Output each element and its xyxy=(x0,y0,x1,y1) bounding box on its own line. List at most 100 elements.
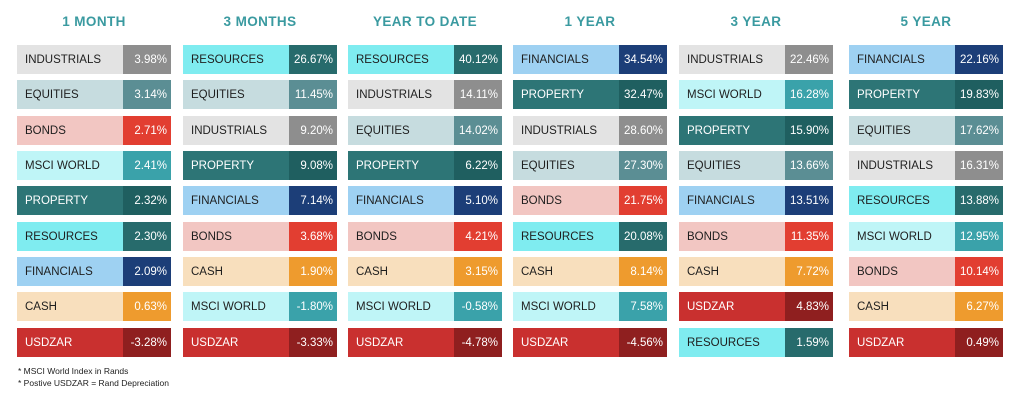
asset-row: USDZAR -4.78% xyxy=(348,328,502,357)
asset-row: PROPERTY 32.47% xyxy=(513,80,667,109)
asset-label: MSCI WORLD xyxy=(513,292,619,321)
asset-row: USDZAR -3.33% xyxy=(183,328,337,357)
asset-label: FINANCIALS xyxy=(849,45,955,74)
asset-return: 4.21% xyxy=(454,222,502,251)
asset-return: 11.45% xyxy=(289,80,337,109)
asset-label: EQUITIES xyxy=(849,116,955,145)
asset-row: INDUSTRIALS 14.11% xyxy=(348,80,502,109)
column-header: 1 MONTH xyxy=(62,14,126,29)
asset-row: RESOURCES 20.08% xyxy=(513,222,667,251)
asset-return: 9.08% xyxy=(289,151,337,180)
asset-label: INDUSTRIALS xyxy=(348,80,454,109)
asset-label: RESOURCES xyxy=(348,45,454,74)
asset-row: BONDS 2.71% xyxy=(17,116,171,145)
asset-label: RESOURCES xyxy=(183,45,289,74)
asset-return: 3.98% xyxy=(123,45,171,74)
asset-row: EQUITIES 13.66% xyxy=(679,151,833,180)
asset-label: FINANCIALS xyxy=(348,186,454,215)
asset-return: 7.14% xyxy=(289,186,337,215)
asset-return: 16.31% xyxy=(955,151,1003,180)
asset-return: -3.33% xyxy=(289,328,337,357)
asset-label: BONDS xyxy=(849,257,955,286)
asset-row: PROPERTY 9.08% xyxy=(183,151,337,180)
asset-return: 14.11% xyxy=(454,80,502,109)
asset-row: USDZAR 4.83% xyxy=(679,292,833,321)
asset-return: 19.83% xyxy=(955,80,1003,109)
footnotes: * MSCI World Index in Rands * Postive US… xyxy=(18,365,169,389)
asset-return: -3.28% xyxy=(123,328,171,357)
asset-label: BONDS xyxy=(183,222,289,251)
asset-return: 2.09% xyxy=(123,257,171,286)
asset-return: 4.83% xyxy=(785,292,833,321)
footnote-msci: * MSCI World Index in Rands xyxy=(18,366,129,376)
asset-row: BONDS 10.14% xyxy=(849,257,1003,286)
asset-label: EQUITIES xyxy=(17,80,123,109)
asset-row: USDZAR -3.28% xyxy=(17,328,171,357)
asset-label: USDZAR xyxy=(679,292,785,321)
asset-return: 1.59% xyxy=(785,328,833,357)
asset-row: MSCI WORLD 7.58% xyxy=(513,292,667,321)
asset-label: PROPERTY xyxy=(348,151,454,180)
asset-row: RESOURCES 13.88% xyxy=(849,186,1003,215)
asset-return: 9.20% xyxy=(289,116,337,145)
asset-label: CASH xyxy=(348,257,454,286)
asset-row: CASH 0.63% xyxy=(17,292,171,321)
asset-row: PROPERTY 19.83% xyxy=(849,80,1003,109)
asset-label: BONDS xyxy=(348,222,454,251)
asset-return: 27.30% xyxy=(619,151,667,180)
asset-return: 3.68% xyxy=(289,222,337,251)
asset-label: CASH xyxy=(513,257,619,286)
asset-label: PROPERTY xyxy=(513,80,619,109)
asset-return: 15.90% xyxy=(785,116,833,145)
asset-label: USDZAR xyxy=(17,328,123,357)
asset-return: 34.54% xyxy=(619,45,667,74)
asset-row: EQUITIES 11.45% xyxy=(183,80,337,109)
asset-return: 14.02% xyxy=(454,116,502,145)
asset-label: MSCI WORLD xyxy=(183,292,289,321)
asset-return: 32.47% xyxy=(619,80,667,109)
asset-row: RESOURCES 26.67% xyxy=(183,45,337,74)
asset-row: USDZAR 0.49% xyxy=(849,328,1003,357)
asset-label: INDUSTRIALS xyxy=(17,45,123,74)
asset-row: FINANCIALS 5.10% xyxy=(348,186,502,215)
asset-label: EQUITIES xyxy=(513,151,619,180)
asset-label: RESOURCES xyxy=(513,222,619,251)
asset-row: INDUSTRIALS 16.31% xyxy=(849,151,1003,180)
asset-return: -4.56% xyxy=(619,328,667,357)
asset-label: FINANCIALS xyxy=(17,257,123,286)
asset-return: -0.58% xyxy=(454,292,502,321)
asset-row: PROPERTY 2.32% xyxy=(17,186,171,215)
period-column: 1 MONTH INDUSTRIALS 3.98% EQUITIES 3.14% BOND… xyxy=(17,0,171,357)
asset-label: FINANCIALS xyxy=(679,186,785,215)
asset-row: MSCI WORLD 2.41% xyxy=(17,151,171,180)
asset-label: USDZAR xyxy=(513,328,619,357)
asset-return: 3.15% xyxy=(454,257,502,286)
asset-label: MSCI WORLD xyxy=(679,80,785,109)
asset-return: 11.35% xyxy=(785,222,833,251)
asset-label: EQUITIES xyxy=(183,80,289,109)
asset-return: 3.14% xyxy=(123,80,171,109)
asset-return: 6.22% xyxy=(454,151,502,180)
asset-return: 21.75% xyxy=(619,186,667,215)
asset-return: 5.10% xyxy=(454,186,502,215)
asset-return: 22.46% xyxy=(785,45,833,74)
asset-return: 7.58% xyxy=(619,292,667,321)
period-column: 3 MONTHS RESOURCES 26.67% EQUITIES 11.45% IND… xyxy=(183,0,337,357)
period-column: 5 YEAR FINANCIALS 22.16% PROPERTY 19.83% EQUI… xyxy=(849,0,1003,357)
asset-return: 1.90% xyxy=(289,257,337,286)
asset-row: BONDS 11.35% xyxy=(679,222,833,251)
asset-label: PROPERTY xyxy=(849,80,955,109)
asset-return: 8.14% xyxy=(619,257,667,286)
column-header: 3 YEAR xyxy=(730,14,782,29)
asset-row: FINANCIALS 2.09% xyxy=(17,257,171,286)
asset-return: 2.71% xyxy=(123,116,171,145)
asset-return: 20.08% xyxy=(619,222,667,251)
asset-label: EQUITIES xyxy=(348,116,454,145)
asset-row: MSCI WORLD -0.58% xyxy=(348,292,502,321)
asset-return: 10.14% xyxy=(955,257,1003,286)
asset-row: CASH 7.72% xyxy=(679,257,833,286)
asset-row: PROPERTY 15.90% xyxy=(679,116,833,145)
period-column: YEAR TO DATE RESOURCES 40.12% INDUSTRIALS 14… xyxy=(348,0,502,357)
footnote-usdzar: * Postive USDZAR = Rand Depreciation xyxy=(18,378,169,388)
asset-return: 13.66% xyxy=(785,151,833,180)
